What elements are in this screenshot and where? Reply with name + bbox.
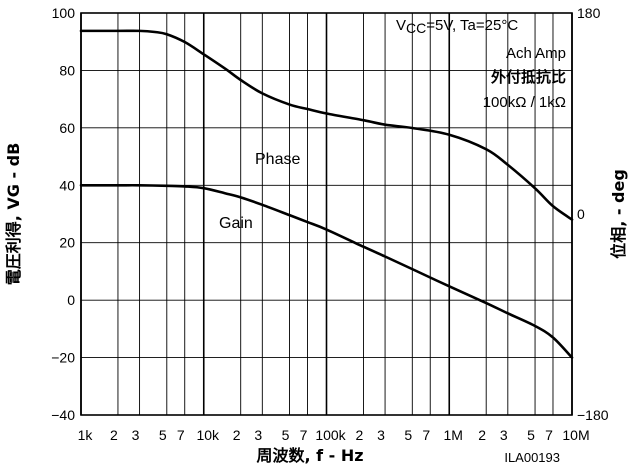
y2-tick-label: 0 xyxy=(577,206,585,222)
series-lines xyxy=(79,29,574,359)
y2-tick-label: 180 xyxy=(577,5,601,21)
x-tick-label: 3 xyxy=(254,427,262,443)
series-label-phase: Phase xyxy=(255,151,300,168)
x-tick-label: 10M xyxy=(562,427,589,443)
y2-axis-title: 位相, - deg xyxy=(609,169,628,259)
y-tick-label: −20 xyxy=(51,350,75,366)
amp-label: Ach Amp xyxy=(506,45,566,62)
vcc-conditions: =5V, Ta=25°C xyxy=(426,17,518,34)
series-line-gain xyxy=(79,183,574,359)
y-tick-label: 60 xyxy=(59,120,75,136)
x-tick-label: 7 xyxy=(422,427,430,443)
y2-tick-label: −180 xyxy=(577,407,609,423)
y-axis-title: 電圧利得, VG - dB xyxy=(4,143,23,286)
y-tick-label: 40 xyxy=(59,177,75,193)
x-tick-label: 2 xyxy=(478,427,486,443)
tick-labels: 1k 2 3 5 7 10k 2 3 5 7 100k 2 3 5 7 1M 2 3 5 7 10M1008060402… xyxy=(51,5,608,443)
x-tick-label: 3 xyxy=(500,427,508,443)
vcc-label: VCC=5V, Ta=25°C xyxy=(396,17,518,36)
x-tick-label: 2 xyxy=(110,427,118,443)
figure-code: ILA00193 xyxy=(504,450,560,465)
x-tick-label: 2 xyxy=(233,427,241,443)
x-tick-label: 5 xyxy=(282,427,290,443)
x-tick-label: 10k xyxy=(196,427,220,443)
y-tick-label: 20 xyxy=(59,235,75,251)
x-tick-label: 5 xyxy=(159,427,167,443)
x-tick-label: 2 xyxy=(356,427,364,443)
x-tick-label: 1k xyxy=(78,427,94,443)
x-tick-label: 5 xyxy=(527,427,535,443)
x-tick-label: 5 xyxy=(404,427,412,443)
y-tick-label: 0 xyxy=(67,292,75,308)
x-tick-label: 100k xyxy=(315,427,346,443)
x-tick-label: 1M xyxy=(444,427,463,443)
series-line-phase xyxy=(79,29,574,221)
x-tick-label: 7 xyxy=(177,427,185,443)
x-tick-label: 3 xyxy=(377,427,385,443)
y-tick-label: 80 xyxy=(59,62,75,78)
plot-frame xyxy=(80,12,573,416)
x-tick-label: 3 xyxy=(132,427,140,443)
series-label-gain: Gain xyxy=(219,215,253,232)
external-resistor-label: 外付抵抗比 xyxy=(490,68,566,86)
y-tick-label: 100 xyxy=(52,5,76,21)
x-tick-label: 7 xyxy=(300,427,308,443)
resistor-ratio-label: 100kΩ / 1kΩ xyxy=(483,94,566,111)
x-tick-label: 7 xyxy=(545,427,553,443)
y-tick-label: −40 xyxy=(51,407,75,423)
vcc-subscript: CC xyxy=(406,20,426,36)
x-axis-title: 周波数, f - Hz xyxy=(256,446,363,465)
grid xyxy=(80,12,573,416)
